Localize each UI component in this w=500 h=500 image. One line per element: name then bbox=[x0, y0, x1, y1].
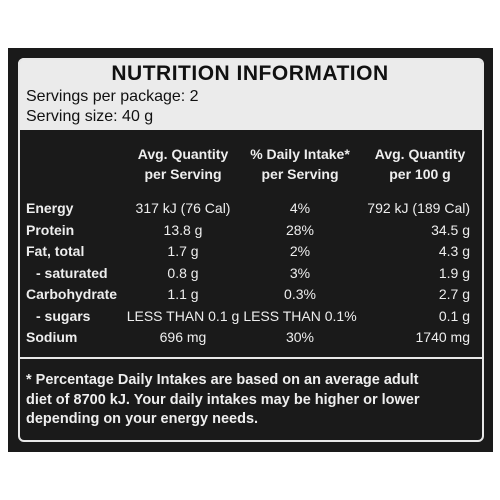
divider bbox=[18, 357, 482, 359]
footnote-line: depending on your energy needs. bbox=[26, 411, 259, 427]
servings: Servings per package: 2 bbox=[26, 88, 199, 105]
cell: 2% bbox=[289, 243, 311, 259]
cell: 3% bbox=[289, 264, 311, 281]
row-label: - sugars bbox=[36, 307, 91, 324]
row-label: - saturated bbox=[36, 264, 108, 281]
title: NUTRITION INFORMATION bbox=[111, 62, 389, 85]
header-box bbox=[18, 58, 482, 130]
column-header: Avg. Quantity bbox=[137, 146, 229, 162]
column-header: per Serving bbox=[261, 166, 339, 182]
cell: 1740 mg bbox=[415, 329, 470, 345]
cell: LESS THAN 0.1 g bbox=[126, 307, 240, 324]
row-label: Fat, total bbox=[26, 243, 85, 259]
column-header: Avg. Quantity bbox=[374, 146, 466, 162]
row-label: Sodium bbox=[26, 329, 78, 345]
cell: 1.9 g bbox=[438, 264, 470, 281]
serving-size: Serving size: 40 g bbox=[26, 108, 154, 125]
cell: 34.5 g bbox=[431, 221, 470, 238]
footnote-line: * Percentage Daily Intakes are based on … bbox=[26, 372, 419, 388]
cell: 28% bbox=[285, 221, 315, 238]
footnote-line: diet of 8700 kJ. Your daily intakes may … bbox=[26, 391, 420, 408]
cell: 696 mg bbox=[159, 329, 207, 345]
cell: 13.8 g bbox=[163, 221, 203, 238]
row-label: Protein bbox=[26, 221, 75, 238]
row-label: Energy bbox=[26, 200, 74, 216]
frame bbox=[18, 58, 484, 442]
cell: 30% bbox=[285, 329, 315, 345]
cell: 0.1 g bbox=[438, 307, 470, 324]
column-header: % Daily Intake* bbox=[250, 146, 350, 162]
column-header: per Serving bbox=[144, 166, 222, 182]
cell: 792 kJ (189 Cal) bbox=[367, 200, 470, 216]
row-label: Carbohydrate bbox=[26, 286, 118, 302]
cell: 4.3 g bbox=[438, 243, 470, 259]
cell: 1.1 g bbox=[167, 286, 199, 302]
cell: 0.8 g bbox=[167, 264, 199, 281]
cell: LESS THAN 0.1% bbox=[243, 307, 357, 324]
cell: 2.7 g bbox=[438, 286, 470, 302]
cell: 4% bbox=[289, 200, 311, 216]
cell: 317 kJ (76 Cal) bbox=[135, 200, 231, 216]
cell: 1.7 g bbox=[167, 243, 199, 259]
column-header: per 100 g bbox=[389, 166, 451, 182]
cell: 0.3% bbox=[284, 286, 316, 302]
